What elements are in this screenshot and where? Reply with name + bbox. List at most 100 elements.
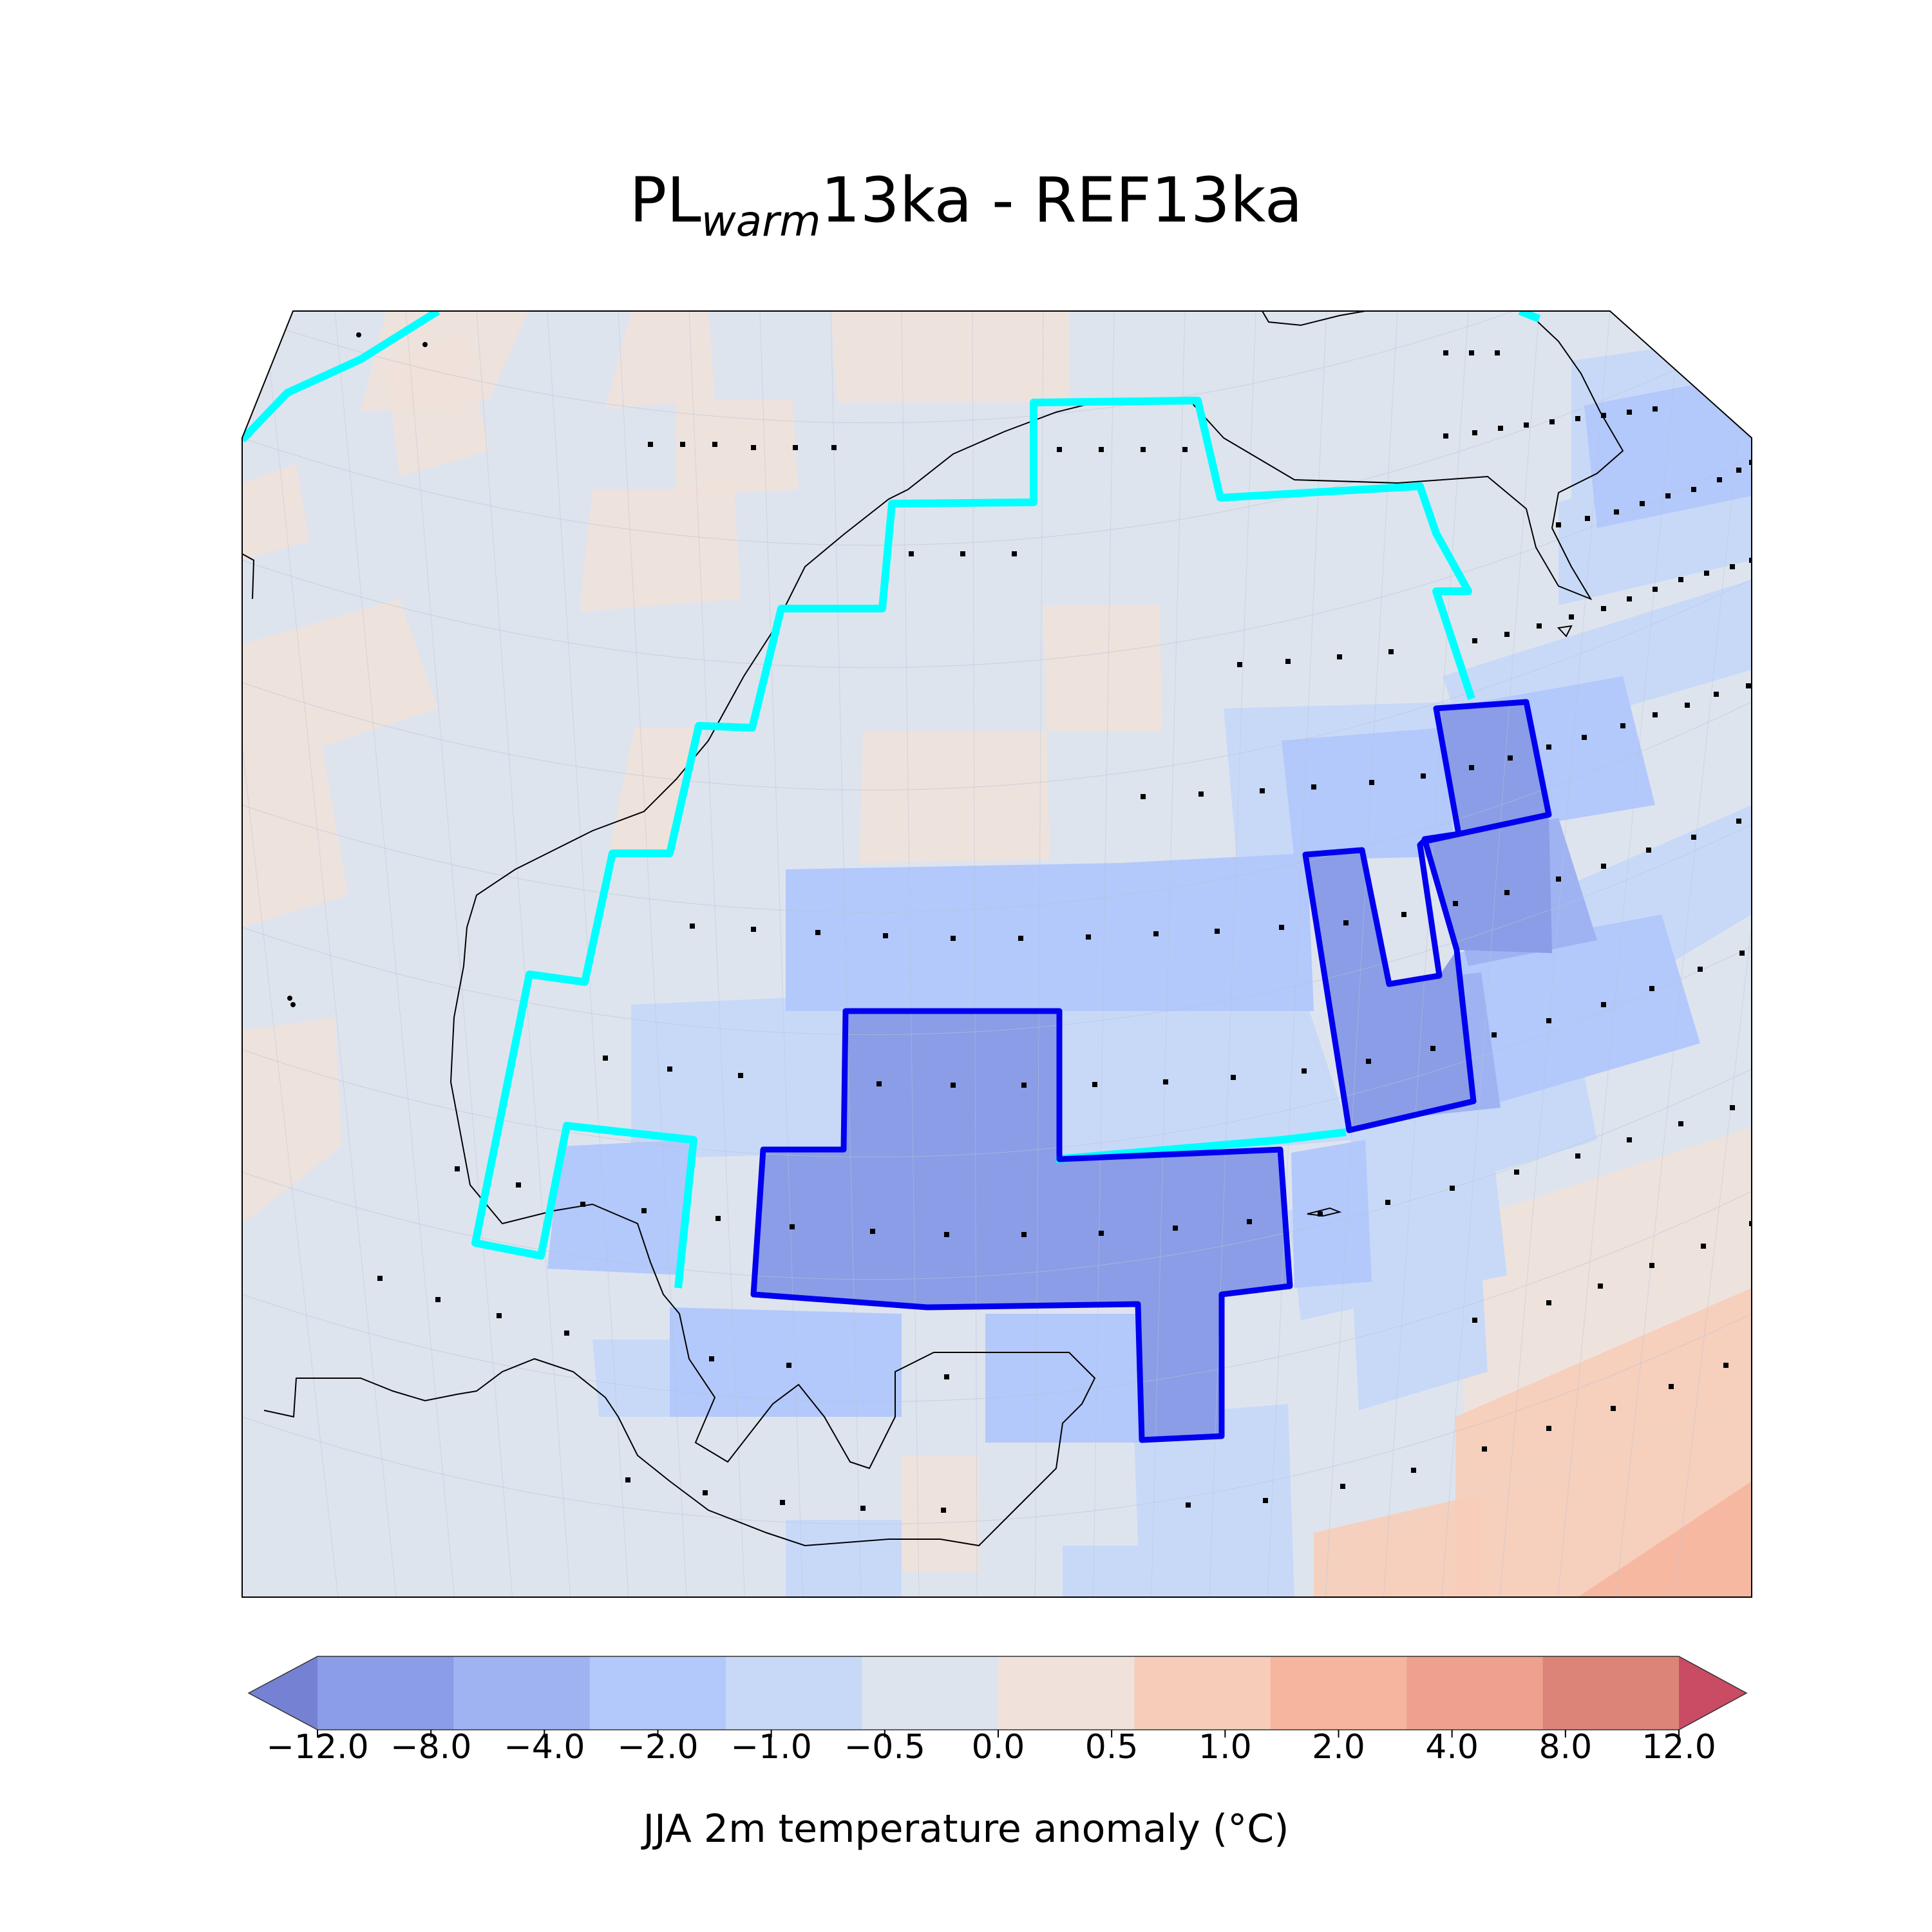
gridline	[242, 334, 1752, 546]
stipple-dot	[648, 442, 653, 447]
gridline	[1674, 311, 1752, 1597]
stipple-dot	[287, 996, 292, 1001]
stipple-dot	[690, 923, 695, 929]
stipple-dot	[1343, 920, 1349, 925]
stipple-dot	[1263, 1498, 1268, 1503]
anomaly-cell	[1282, 728, 1455, 860]
stipple-dot	[883, 933, 888, 938]
map-frame	[242, 310, 1752, 1598]
stipple-dot	[1260, 788, 1265, 793]
stipple-dot	[1685, 703, 1690, 708]
gridline	[1209, 311, 1256, 1597]
stipple-dot	[1472, 638, 1477, 643]
island-lake	[1307, 1207, 1342, 1217]
stipple-dot	[1504, 632, 1510, 637]
title-prefix: PL	[629, 164, 701, 236]
colorbar-tick-label: −0.5	[844, 1728, 925, 1766]
stipple-dot	[1453, 901, 1458, 906]
anomaly-cell	[676, 399, 799, 496]
anomaly-cell	[1305, 850, 1473, 1130]
colorbar-extend-high	[1679, 1656, 1747, 1730]
anomaly-cell	[860, 731, 1050, 863]
stipple-dot	[1669, 1384, 1674, 1389]
gridline	[1499, 311, 1611, 1597]
stipple-dot	[1549, 419, 1555, 424]
stipple-dot	[1614, 509, 1619, 515]
stipple-dot	[435, 1297, 440, 1302]
stipple-dot	[1443, 350, 1448, 355]
stipple-dot	[1450, 1186, 1455, 1191]
stipple-dot	[1665, 493, 1671, 498]
gridline	[901, 311, 920, 1597]
stipple-dot	[1302, 1068, 1307, 1074]
stipple-dot	[1099, 1231, 1104, 1236]
gridline	[242, 90, 1752, 301]
stipple-dot	[1388, 649, 1394, 654]
stipple-dot	[1601, 606, 1606, 611]
anomaly-cell	[670, 1307, 902, 1417]
stipple-dot	[641, 1208, 647, 1213]
stipple-dot	[941, 1508, 946, 1513]
ice-sheet-outline-ne	[1518, 311, 1541, 323]
colorbar-bin	[589, 1656, 726, 1730]
stipple-dot	[1704, 571, 1709, 576]
stipple-dot	[455, 1166, 460, 1171]
stipple-dot	[1186, 1502, 1191, 1508]
stipple-dot	[1337, 654, 1342, 659]
stipple-dot	[1749, 1221, 1752, 1226]
stipple-dot	[1698, 967, 1703, 972]
stipple-dot	[944, 1232, 949, 1237]
stipple-dot	[1582, 735, 1587, 740]
stipple-dot	[1285, 659, 1291, 664]
anomaly-cell	[753, 1011, 1290, 1440]
stipple-dot	[1546, 1300, 1551, 1305]
stipple-dot	[1723, 1363, 1728, 1368]
gridline	[1267, 311, 1327, 1597]
stipple-dot	[1730, 564, 1735, 569]
stipple-dot	[1556, 876, 1561, 882]
gridline	[1093, 311, 1115, 1597]
stipple-dot	[703, 1490, 708, 1495]
stipple-dot	[1575, 416, 1580, 421]
stipple-dot	[1279, 925, 1284, 930]
stipple-dot	[1141, 794, 1146, 799]
stipple-dot	[738, 1073, 743, 1078]
anomaly-cell	[386, 335, 489, 477]
stipple-dot	[680, 442, 685, 447]
anomaly-cell	[1455, 1288, 1752, 1597]
coastline	[263, 311, 1624, 1547]
stipple-dot	[815, 930, 820, 935]
stipple-dot	[1318, 1211, 1323, 1217]
title-subscript: warm	[701, 196, 821, 246]
stipple-dot	[1514, 1170, 1519, 1175]
coastline-west-stub	[242, 553, 255, 600]
gridline	[972, 311, 978, 1597]
colorbar-bin	[317, 1656, 454, 1730]
gridline	[242, 579, 1752, 791]
stipple-dot	[1620, 723, 1625, 728]
colorbar-bin	[453, 1656, 591, 1730]
stipple-dot	[870, 1229, 875, 1234]
stipple-dot	[377, 1276, 383, 1281]
colorbar-tick-label: 2.0	[1312, 1728, 1365, 1766]
stipple-dot	[1746, 683, 1751, 688]
stipple-dot	[1537, 623, 1542, 629]
gridline	[1557, 311, 1681, 1597]
gridline	[688, 311, 745, 1597]
anomaly-cell	[242, 1018, 341, 1224]
stipple-dot	[1556, 522, 1561, 527]
anomaly-cell	[547, 1140, 689, 1275]
stipple-dot	[1691, 487, 1696, 492]
stipple-dot	[1153, 931, 1159, 936]
stipple-dot	[960, 551, 965, 556]
colorbar-label: JJA 2m temperature anomaly (°C)	[643, 1806, 1289, 1852]
stipple-dot	[793, 445, 798, 450]
stipple-dot	[1495, 350, 1500, 355]
cooling-outline-east	[1302, 699, 1552, 1133]
colorbar-tick-label: 4.0	[1425, 1728, 1479, 1766]
stipple-dot	[1585, 516, 1590, 521]
anomaly-cell	[1043, 605, 1162, 731]
stipple-dot	[1092, 1082, 1097, 1087]
